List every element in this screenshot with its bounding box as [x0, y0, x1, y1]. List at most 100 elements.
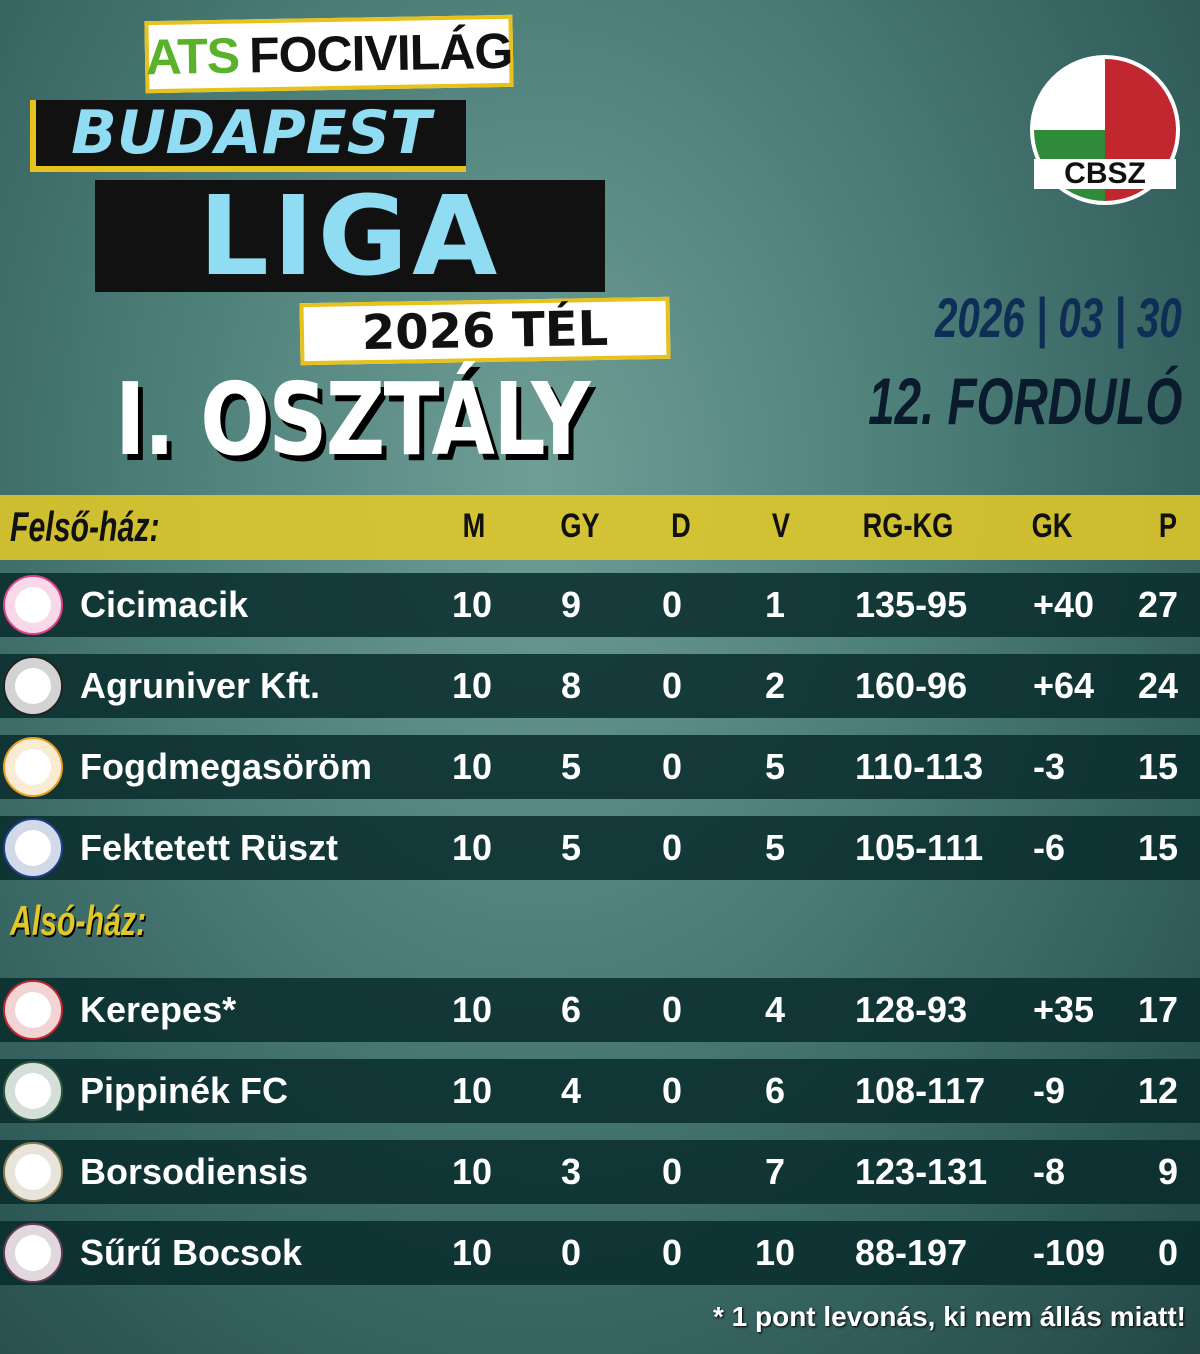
goals: 160-96: [855, 665, 968, 706]
season-label: 2026 TÉL: [299, 296, 671, 366]
matches: 10: [451, 665, 493, 706]
points: 0: [1157, 1232, 1178, 1273]
brand-name: FOCIVILÁG: [248, 22, 513, 84]
wins: 0: [560, 1232, 582, 1273]
goals: 108-117: [855, 1070, 986, 1111]
goal-difference: -6: [1033, 827, 1066, 868]
losses: 4: [764, 989, 786, 1030]
team-badge-icon: [3, 575, 63, 635]
losses: 5: [764, 827, 786, 868]
draws: 0: [661, 1232, 683, 1273]
team-badge-icon: [3, 1142, 63, 1202]
losses: 6: [764, 1070, 786, 1111]
goals: 135-95: [855, 584, 968, 625]
team-name: Kerepes*: [80, 989, 237, 1030]
team-badge-icon: [3, 980, 63, 1040]
team-badge-icon: [3, 1223, 63, 1283]
goal-difference: -3: [1033, 746, 1066, 787]
draws: 0: [661, 584, 683, 625]
matches: 10: [451, 1232, 493, 1273]
team-badge-icon: [3, 656, 63, 716]
draws: 0: [661, 989, 683, 1030]
wins: 3: [560, 1151, 582, 1192]
table-row: Fektetett Rüszt 10 5 0 5 105-111 -6 15: [0, 816, 1200, 880]
team-name: Fogdmegasöröm: [80, 746, 373, 787]
team-name: Borsodiensis: [80, 1151, 309, 1192]
division-title: I. OSZTÁLY: [115, 361, 591, 478]
match-date: 2026 | 03 | 30: [935, 286, 1182, 349]
wins: 9: [560, 584, 582, 625]
losses: 7: [764, 1151, 786, 1192]
wins: 4: [560, 1070, 582, 1111]
brand-ts: TS: [176, 27, 240, 85]
league-title: LIGA: [95, 180, 605, 292]
col-d: D: [671, 507, 691, 545]
points: 24: [1137, 665, 1178, 706]
matches: 10: [451, 827, 493, 868]
goals: 88-197: [855, 1232, 968, 1273]
losses: 2: [764, 665, 786, 706]
table-row: Pippinék FC 10 4 0 6 108-117 -9 12: [0, 1059, 1200, 1123]
col-m: M: [462, 507, 486, 545]
points: 27: [1137, 584, 1178, 625]
goal-difference: +64: [1033, 665, 1095, 706]
upper-section-label: Felső-ház:: [10, 503, 160, 550]
table-row: Agruniver Kft. 10 8 0 2 160-96 +64 24: [0, 654, 1200, 718]
col-rg-kg: RG-KG: [862, 507, 954, 545]
col-p: P: [1158, 507, 1178, 545]
wins: 5: [560, 827, 582, 868]
goal-difference: -9: [1033, 1070, 1066, 1111]
col-gy: GY: [560, 507, 600, 545]
goals: 105-111: [855, 827, 984, 868]
wins: 6: [560, 989, 582, 1030]
goal-difference: +35: [1033, 989, 1095, 1030]
col-gk: GK: [1031, 507, 1073, 545]
wins: 8: [560, 665, 582, 706]
ats-focivilag-logo: ATS FOCIVILÁG: [144, 14, 514, 94]
team-name: Fektetett Rüszt: [80, 827, 339, 868]
table-row: Borsodiensis 10 3 0 7 123-131 -8 9: [0, 1140, 1200, 1204]
points: 17: [1137, 989, 1178, 1030]
draws: 0: [661, 665, 683, 706]
matches: 10: [451, 746, 493, 787]
team-badge-icon: [3, 818, 63, 878]
matches: 10: [451, 1070, 493, 1111]
table-header: Felső-ház: M GY D V RG-KG GK P: [0, 495, 1200, 560]
points: 15: [1137, 746, 1178, 787]
city-title: BUDAPEST: [30, 100, 466, 172]
goal-difference: -8: [1033, 1151, 1066, 1192]
team-name: Sűrű Bocsok: [80, 1232, 303, 1273]
federation-logo-text: CBSZ: [1034, 159, 1176, 189]
team-badge-icon: [3, 737, 63, 797]
matches: 10: [451, 989, 493, 1030]
goals: 128-93: [855, 989, 968, 1030]
points: 15: [1137, 827, 1178, 868]
team-name: Cicimacik: [80, 584, 249, 625]
team-name: Pippinék FC: [80, 1070, 289, 1111]
round-label: 12. FORDULÓ: [867, 364, 1182, 438]
points: 12: [1137, 1070, 1178, 1111]
team-name: Agruniver Kft.: [80, 665, 321, 706]
footnote: * 1 pont levonás, ki nem állás miatt!: [712, 1301, 1186, 1332]
goals: 123-131: [855, 1151, 988, 1192]
draws: 0: [661, 746, 683, 787]
draws: 0: [661, 1151, 683, 1192]
lower-section-label: Alsó-ház:: [10, 897, 147, 944]
table-row: Sűrű Bocsok 10 0 0 10 88-197 -109 0: [0, 1221, 1200, 1285]
matches: 10: [451, 584, 493, 625]
losses: 10: [754, 1232, 796, 1273]
draws: 0: [661, 1070, 683, 1111]
table-row: Cicimacik 10 9 0 1 135-95 +40 27: [0, 573, 1200, 637]
team-badge-icon: [3, 1061, 63, 1121]
brand-a: A: [145, 28, 178, 86]
matches: 10: [451, 1151, 493, 1192]
federation-logo: CBSZ: [1030, 55, 1180, 205]
losses: 1: [764, 584, 786, 625]
goals: 110-113: [855, 746, 984, 787]
table-row: Fogdmegasöröm 10 5 0 5 110-113 -3 15: [0, 735, 1200, 799]
goal-difference: +40: [1033, 584, 1095, 625]
draws: 0: [661, 827, 683, 868]
table-row: Kerepes* 10 6 0 4 128-93 +35 17: [0, 978, 1200, 1042]
col-v: V: [771, 507, 791, 545]
wins: 5: [560, 746, 582, 787]
